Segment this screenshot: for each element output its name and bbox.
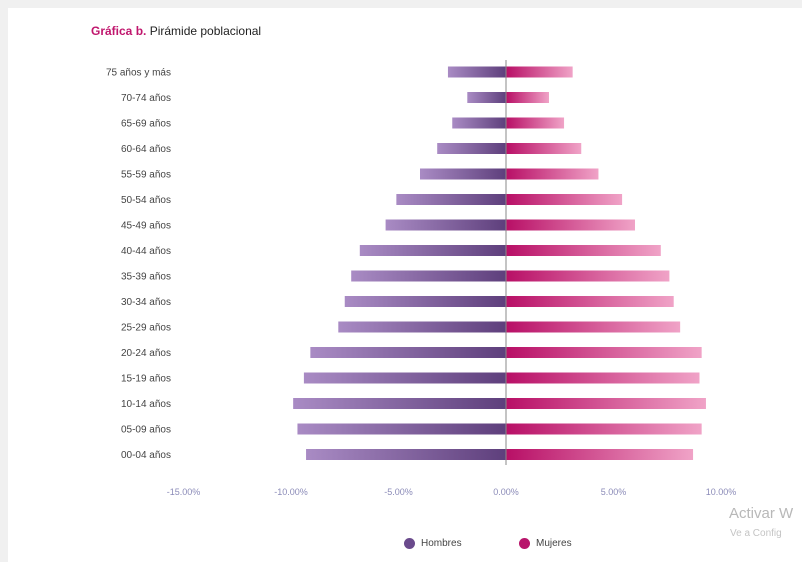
category-label: 10-14 años [121,399,171,410]
category-label: 00-04 años [121,450,171,461]
legend-label-women: Mujeres [536,538,572,549]
bar-women [506,92,549,103]
chart-title-prefix: Gráfica b. [91,24,147,38]
bar-men [297,423,506,435]
category-label: 55-59 años [121,170,171,181]
bar-women [506,66,573,78]
legend-label-men: Hombres [421,538,462,549]
x-tick-label: -5.00% [384,487,413,497]
activation-watermark: Activar W [729,505,794,522]
bar-men [447,66,506,78]
chart-title: Gráfica b. Pirámide poblacional [91,24,261,38]
bar-men [420,168,506,180]
category-label: 25-29 años [121,323,171,334]
category-label: 15-19 años [121,374,171,385]
category-label: 70-74 años [121,93,171,104]
category-label: 50-54 años [121,195,171,206]
category-label: 05-09 años [121,425,171,436]
bar-men [437,143,506,154]
bar-men [351,270,506,282]
bar-women [506,194,623,205]
bar-women [506,219,635,231]
bar-men [396,194,506,205]
category-label: 20-24 años [121,348,171,359]
bar-women [506,168,599,180]
bar-women [506,347,702,358]
bar-men [306,449,506,460]
bar-women [506,398,706,409]
bar-women [506,245,661,256]
bar-men [359,245,506,256]
x-tick-label: 5.00% [601,487,627,497]
bar-men [452,117,506,129]
bar-men [293,398,506,409]
legend-dot-men [404,538,415,549]
bar-men [344,296,506,307]
category-label: 40-44 años [121,246,171,257]
x-tick-label: 10.00% [706,487,737,497]
chart-title-main: Pirámide poblacional [149,24,262,38]
category-label: 35-39 años [121,272,171,283]
category-label: 60-64 años [121,144,171,155]
bar-men [310,347,506,358]
category-label: 75 años y más [106,68,171,79]
bar-women [506,270,670,282]
bar-women [506,296,674,307]
bar-men [385,219,506,231]
category-label: 65-69 años [121,119,171,130]
x-tick-label: 0.00% [493,487,519,497]
category-label: 45-49 años [121,221,171,232]
bar-women [506,321,681,333]
bar-men [303,372,506,384]
x-tick-label: -15.00% [167,487,201,497]
chart-card [8,8,802,562]
bar-women [506,423,702,435]
bar-women [506,372,700,384]
category-label: 30-34 años [121,297,171,308]
activation-watermark-sub: Ve a Config [730,528,782,539]
legend-dot-women [519,538,530,549]
bar-women [506,143,582,154]
bar-men [338,321,506,333]
x-tick-label: -10.00% [274,487,308,497]
legend-item-men: Hombres [404,538,462,549]
bar-women [506,117,565,129]
legend-item-women: Mujeres [519,538,572,549]
bar-women [506,449,694,460]
bar-men [467,92,506,103]
